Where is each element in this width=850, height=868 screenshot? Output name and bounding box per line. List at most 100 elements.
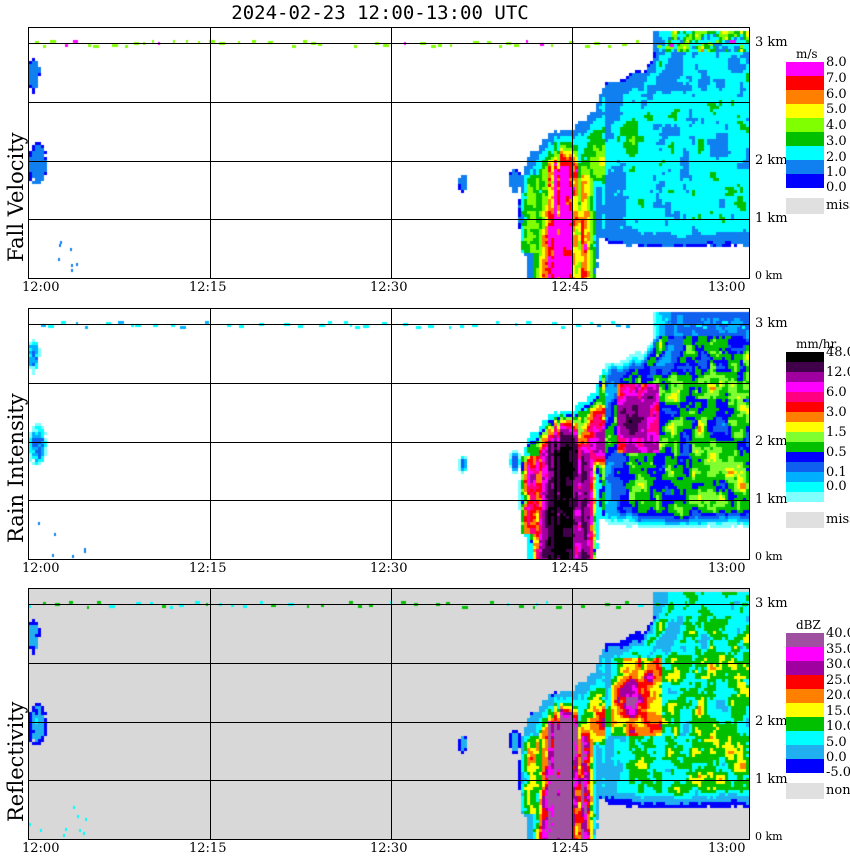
colorbar-label-rain-intensity-3: 3.0 [826, 405, 847, 420]
xtick-panel0-4: 13:00 [708, 280, 746, 295]
colorbar-swatch-8 [786, 745, 824, 759]
xtick-panel1-2: 12:30 [370, 561, 408, 576]
colorbar-swatch-5 [786, 132, 824, 146]
figure-title: 2024-02-23 12:00-13:00 UTC [231, 2, 529, 24]
colorbar-label-fall-velocity-0: 8.0 [826, 55, 847, 70]
colorbar-swatch-7 [786, 160, 824, 174]
ytick-panel2-3: 0 km [755, 830, 783, 843]
xtick-panel2-0: 12:00 [22, 841, 60, 856]
xtick-panel0-3: 12:45 [551, 280, 589, 295]
colorbar-swatch-8 [786, 174, 824, 188]
colorbar-label-rain-intensity-6: 0.1 [826, 465, 847, 480]
colorbar-swatch-1 [786, 362, 824, 372]
colorbar-swatch-3 [786, 382, 824, 392]
colorbar-swatch-2 [786, 661, 824, 675]
colorbar-swatch-2 [786, 90, 824, 104]
panel-1-ylabel: Fall Velocity [4, 132, 28, 262]
panel-3-ylabel: Reflectivity [4, 701, 28, 822]
ytick-panel2-2: 1 km [755, 772, 788, 787]
colorbar-label-fall-velocity-3: 5.0 [826, 102, 847, 117]
colorbar-swatch-5 [786, 402, 824, 412]
xtick-panel0-1: 12:15 [189, 280, 227, 295]
colorbar-label-fall-velocity-4: 4.0 [826, 118, 847, 133]
colorbar-swatch-0 [786, 352, 824, 362]
panel-reflectivity [28, 588, 750, 840]
rain-intensity-plot [29, 309, 749, 559]
colorbar-label-fall-velocity-7: 1.0 [826, 165, 847, 180]
xtick-panel1-4: 13:00 [708, 561, 746, 576]
xtick-panel0-0: 12:00 [22, 280, 60, 295]
colorbar-swatch-4 [786, 392, 824, 402]
colorbar-label-rain-intensity-5: 0.5 [826, 445, 847, 460]
ytick-panel2-0: 3 km [755, 596, 788, 611]
xtick-panel2-1: 12:15 [189, 841, 227, 856]
reflectivity-plot [29, 589, 749, 839]
colorbar-label-reflectivity-2: 30.0 [826, 657, 850, 672]
colorbar-swatch-3 [786, 104, 824, 118]
ytick-panel1-1: 2 km [755, 434, 788, 449]
colorbar-label-reflectivity-7: 5.0 [826, 735, 847, 750]
colorbar-label-fall-velocity-1: 7.0 [826, 71, 847, 86]
xtick-panel1-0: 12:00 [22, 561, 60, 576]
colorbar-label-reflectivity-1: 35.0 [826, 642, 850, 657]
panel-rain-intensity [28, 308, 750, 560]
ytick-panel0-2: 1 km [755, 211, 788, 226]
colorbar-swatch-12 [786, 472, 824, 482]
colorbar-label-rain-intensity-7: 0.0 [826, 479, 847, 494]
colorbar-swatch-1 [786, 647, 824, 661]
colorbar-unit-rain-intensity: mm/hr [796, 337, 837, 351]
colorbar-label-fall-velocity-6: 2.0 [826, 150, 847, 165]
colorbar-swatch-2 [786, 372, 824, 382]
colorbar-swatches-rain-intensity [786, 352, 824, 502]
colorbar-swatch-0 [786, 62, 824, 76]
xtick-panel2-2: 12:30 [370, 841, 408, 856]
colorbar-label-reflectivity-3: 25.0 [826, 673, 850, 688]
colorbar-swatches-fall-velocity [786, 62, 824, 188]
xtick-panel2-4: 13:00 [708, 841, 746, 856]
colorbar-unit-fall-velocity: m/s [796, 47, 818, 61]
colorbar-label-reflectivity-0: 40.0 [826, 626, 850, 641]
ytick-panel0-3: 0 km [755, 269, 783, 282]
xtick-panel2-3: 12:45 [551, 841, 589, 856]
colorbar-swatch-5 [786, 703, 824, 717]
colorbar-swatch-0 [786, 633, 824, 647]
colorbar-swatches-reflectivity [786, 633, 824, 773]
colorbar-swatch-10 [786, 452, 824, 462]
colorbar-label-fall-velocity-2: 6.0 [826, 87, 847, 102]
colorbar-swatch-13 [786, 482, 824, 492]
colorbar-missing-label-rain-intensity: miss [826, 512, 850, 527]
colorbar-label-rain-intensity-4: 1.5 [826, 425, 847, 440]
colorbar-label-reflectivity-5: 15.0 [826, 704, 850, 719]
colorbar-missing-swatch-fall-velocity [786, 198, 824, 214]
colorbar-swatch-9 [786, 759, 824, 773]
colorbar-label-fall-velocity-5: 3.0 [826, 134, 847, 149]
colorbar-missing-label-reflectivity: none [826, 783, 850, 798]
colorbar-missing-label-fall-velocity: miss [826, 198, 850, 213]
xtick-panel1-1: 12:15 [189, 561, 227, 576]
panel-fall-velocity [28, 27, 750, 279]
xtick-panel1-3: 12:45 [551, 561, 589, 576]
ytick-panel1-2: 1 km [755, 492, 788, 507]
colorbar-swatch-4 [786, 118, 824, 132]
ytick-panel1-3: 0 km [755, 550, 783, 563]
colorbar-swatch-8 [786, 432, 824, 442]
panel-2-ylabel: Rain Intensity [4, 393, 28, 543]
colorbar-swatch-7 [786, 422, 824, 432]
colorbar-label-rain-intensity-1: 12.0 [826, 365, 850, 380]
ytick-panel1-0: 3 km [755, 316, 788, 331]
colorbar-unit-reflectivity: dBZ [796, 618, 821, 632]
colorbar-label-rain-intensity-0: 48.0 [826, 345, 850, 360]
colorbar-label-reflectivity-6: 10.0 [826, 719, 850, 734]
colorbar-label-rain-intensity-2: 6.0 [826, 385, 847, 400]
ytick-panel2-1: 2 km [755, 714, 788, 729]
colorbar-label-fall-velocity-8: 0.0 [826, 180, 847, 195]
colorbar-swatch-9 [786, 442, 824, 452]
colorbar-swatch-6 [786, 146, 824, 160]
colorbar-swatch-6 [786, 412, 824, 422]
ytick-panel0-0: 3 km [755, 35, 788, 50]
xtick-panel0-2: 12:30 [370, 280, 408, 295]
colorbar-swatch-4 [786, 689, 824, 703]
colorbar-missing-swatch-reflectivity [786, 783, 824, 799]
colorbar-swatch-14 [786, 492, 824, 502]
